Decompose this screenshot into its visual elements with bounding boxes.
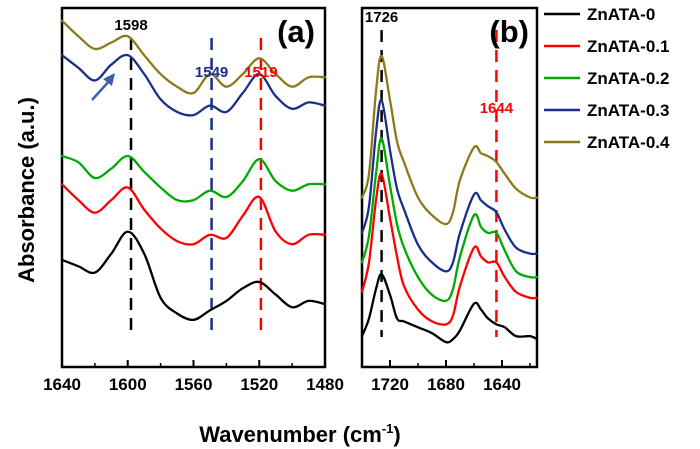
x-tick-label: 1520: [240, 375, 278, 394]
legend: ZnATA-0 ZnATA-0.1 ZnATA-0.2 ZnATA-0.3 ZnATA-…: [544, 5, 670, 152]
series-line-znata-0-2: [360, 137, 539, 303]
panel-b-series: [360, 54, 539, 344]
x-axis-title: Wavenumber (cm-1): [199, 421, 400, 447]
series-line-znata-0-1: [60, 183, 327, 246]
series-line-znata-0-3: [60, 53, 327, 117]
panel-a-ticks: 1640 1600 1560 1520 1480: [43, 360, 344, 394]
peak-annotation-1644: 1644: [480, 100, 514, 117]
x-tick-label: 1640: [43, 375, 81, 394]
legend-label: ZnATA-0.1: [587, 37, 669, 56]
series-line-znata-0-4: [360, 54, 539, 226]
peak-annotation-1726: 1726: [365, 9, 398, 26]
panel-a-series: [60, 19, 327, 321]
series-line-znata-0-1: [360, 172, 539, 326]
panel-a: 1640 1600 1560 1520 1480 1598 1549 1519 (a): [43, 6, 344, 394]
panel-a-label: (a): [277, 14, 315, 49]
y-axis-title: Absorbance (a.u.): [14, 97, 39, 283]
x-tick-label: 1480: [306, 375, 344, 394]
peak-arrow-icon: [91, 73, 115, 101]
panel-b-annotations: 1726 1644: [365, 9, 514, 117]
panel-a-reference-lines: [129, 38, 263, 337]
panel-b-frame: [360, 6, 539, 369]
peak-annotation-1519: 1519: [244, 64, 277, 81]
x-axis-title-superscript: -1: [382, 421, 394, 436]
series-line-znata-0-4: [60, 19, 327, 95]
x-axis-title-main: Wavenumber (cm: [199, 422, 382, 447]
peak-annotation-1549: 1549: [195, 64, 228, 81]
x-tick-label: 1560: [175, 375, 213, 394]
legend-label: ZnATA-0.4: [587, 133, 670, 152]
series-line-znata-0-2: [60, 154, 327, 203]
series-line-znata-0: [60, 230, 327, 321]
x-axis-title-close: ): [393, 422, 400, 447]
peak-annotation-1598: 1598: [114, 17, 147, 34]
x-tick-label: 1600: [109, 375, 147, 394]
x-tick-label: 1680: [427, 375, 465, 394]
series-line-znata-0-3: [360, 98, 539, 273]
legend-label: ZnATA-0.3: [587, 101, 669, 120]
legend-label: ZnATA-0.2: [587, 69, 669, 88]
panel-b-reference-lines: [380, 30, 498, 337]
legend-label: ZnATA-0: [587, 5, 655, 24]
series-line-znata-0: [360, 273, 539, 344]
panel-b-ticks: 1720 1680 1640: [361, 360, 531, 394]
panel-a-annotations: 1598 1549 1519: [114, 17, 277, 81]
panel-b-label: (b): [489, 14, 529, 49]
panel-b: 1720 1680 1640 1726 1644 (b): [360, 6, 539, 394]
x-tick-label: 1640: [483, 375, 521, 394]
x-tick-label: 1720: [371, 375, 409, 394]
